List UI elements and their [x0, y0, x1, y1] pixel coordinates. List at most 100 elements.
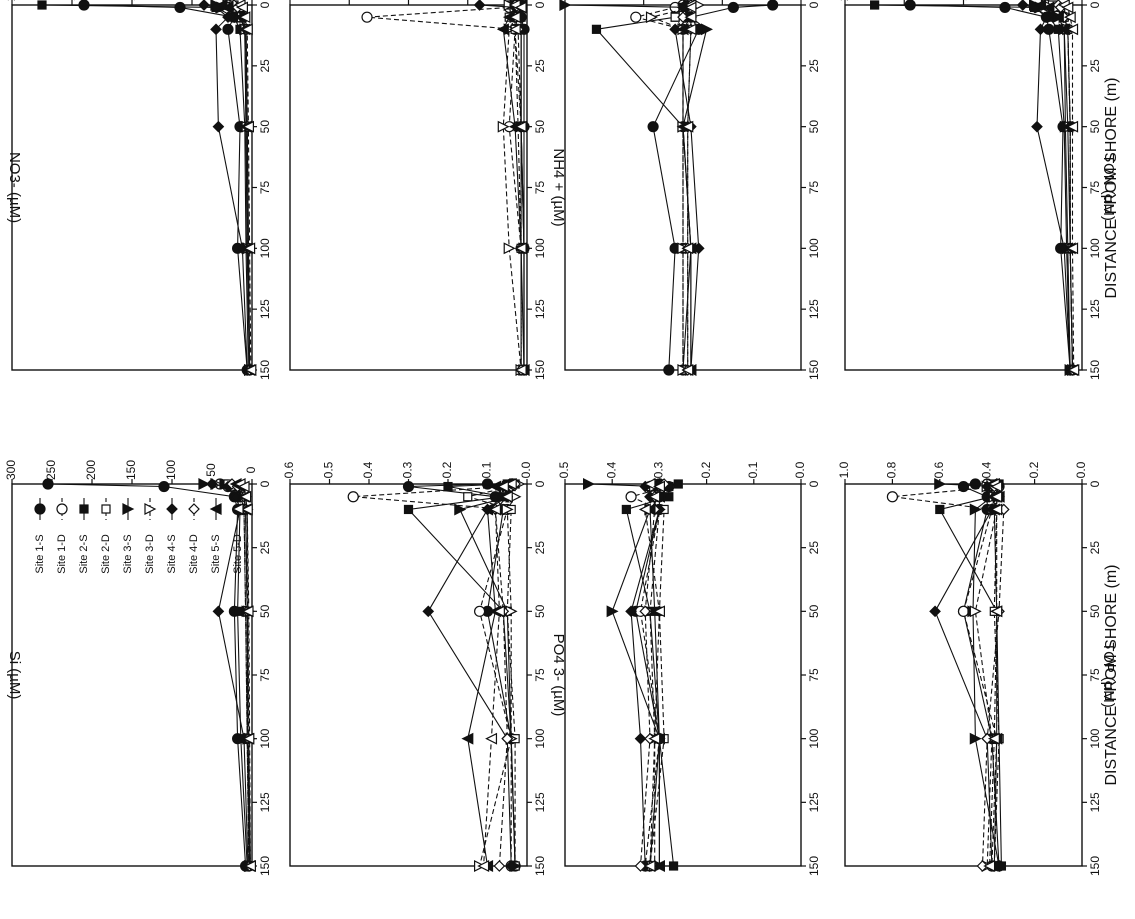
y-tick-label: 0.2: [699, 461, 713, 478]
legend-marker: [144, 503, 157, 515]
data-point: [990, 605, 1003, 618]
y-tick-label: 300: [4, 460, 18, 480]
legend-marker: [188, 503, 200, 515]
data-point: [244, 364, 257, 376]
x-tick-label: 25: [807, 541, 821, 555]
data-point: [990, 490, 1003, 503]
x-tick-label: 125: [533, 299, 547, 319]
panel-top: 0 25 50 75 100 125 150 0.0 0.1 0.2 0.3 0.4 0.5 TOP (µ…: [557, 461, 1117, 876]
series-site-2-s: [403, 479, 520, 871]
series-line: [1022, 4, 1071, 371]
y-axis-label: PO4 3- (µM): [550, 634, 567, 717]
series-site-1-d: [347, 478, 517, 872]
plot-frame: [844, 483, 1083, 867]
series-site-1-d: [886, 478, 1005, 872]
y-tick-label: 150: [64, 0, 78, 1]
plot-frame: [564, 483, 802, 867]
data-point: [663, 364, 675, 376]
data-point: [934, 478, 947, 490]
series-line: [564, 4, 708, 370]
data-point: [582, 478, 595, 490]
data-point: [221, 1, 234, 14]
legend-item: Site 4-S: [166, 498, 178, 574]
data-point: [422, 605, 435, 618]
data-point: [237, 480, 250, 493]
x-tick-label: 75: [807, 181, 821, 195]
x-tick-label: 125: [1088, 792, 1102, 812]
data-point: [501, 503, 514, 516]
data-point: [463, 492, 473, 502]
data-point: [158, 480, 170, 493]
series-site-5-d: [1057, 0, 1080, 376]
x-tick-label: 50: [807, 604, 821, 618]
legend-marker: [231, 503, 244, 515]
series-site-5-s: [461, 478, 513, 872]
legend-label: Site 2-S: [78, 534, 90, 573]
data-point: [1040, 11, 1053, 24]
x-tick-label: 100: [533, 238, 547, 258]
data-point: [222, 23, 234, 35]
data-point: [198, 478, 211, 490]
y-tick-label: 250: [44, 460, 58, 480]
legend-marker: [56, 503, 68, 515]
data-point: [625, 605, 637, 618]
series-line: [635, 4, 684, 370]
y-tick-label: 0.5: [557, 461, 571, 478]
x-tick-label: 150: [533, 856, 547, 876]
x-tick-label: 0: [1088, 480, 1102, 487]
x-tick-label: 25: [533, 541, 547, 555]
x-tick-label: 75: [258, 668, 272, 682]
data-point: [212, 605, 225, 618]
data-point: [497, 120, 510, 133]
data-point: [643, 478, 656, 490]
x-tick-label: 125: [1088, 299, 1102, 319]
data-point: [508, 11, 521, 24]
x-tick-label: 0: [533, 480, 547, 487]
y-tick-label: 0.6: [282, 461, 296, 478]
series-line: [595, 4, 692, 371]
data-point: [681, 364, 694, 376]
legend-marker: [79, 504, 89, 514]
y-tick-label: 0.2: [1027, 461, 1041, 478]
data-point: [198, 0, 210, 11]
series-site-5-d: [477, 478, 517, 872]
data-point: [559, 0, 572, 11]
data-point: [496, 23, 509, 36]
data-point: [514, 120, 527, 133]
series-line: [649, 4, 699, 370]
data-point: [233, 606, 243, 616]
panel-tn: 0255075100125150050100150200TN (µM): [837, 0, 1102, 380]
y-tick-label: 150: [124, 460, 138, 480]
series-site-5-d: [233, 0, 257, 376]
data-point: [485, 732, 498, 745]
series-site-1-s: [904, 0, 1076, 376]
data-point: [489, 503, 501, 516]
x-tick-label: 150: [807, 856, 821, 876]
x-tick-label: 0: [258, 1, 272, 8]
x-tick-label: 25: [533, 59, 547, 73]
x-tick-label: 150: [1088, 360, 1102, 380]
x-tick-label: 100: [258, 238, 272, 258]
series-site-5-d: [508, 0, 527, 376]
x-tick-label: 125: [258, 299, 272, 319]
data-point: [505, 860, 518, 872]
x-tick-label: 50: [1088, 604, 1102, 618]
y-tick-label: 1.0: [837, 461, 851, 478]
plot-frame: [289, 483, 528, 867]
x-tick-label: 75: [533, 668, 547, 682]
data-point: [929, 605, 941, 618]
legend-label: Site 1-S: [34, 534, 46, 573]
series-site-2-s: [37, 0, 253, 375]
series-line: [629, 483, 671, 867]
legend: Site 1-S Site 1-D Site 2-S Site 2-D Site 3-S…: [34, 498, 244, 574]
data-point: [242, 732, 255, 745]
data-point: [621, 504, 631, 515]
data-point: [684, 1, 697, 14]
x-tick-label: 0: [807, 480, 821, 487]
x-tick-label: 0: [1088, 1, 1102, 8]
y-tick-label: 0.4: [361, 461, 375, 478]
data-point: [236, 1, 248, 14]
data-point: [504, 478, 517, 490]
x-tick-label: 100: [1088, 728, 1102, 748]
series-line: [366, 4, 522, 370]
